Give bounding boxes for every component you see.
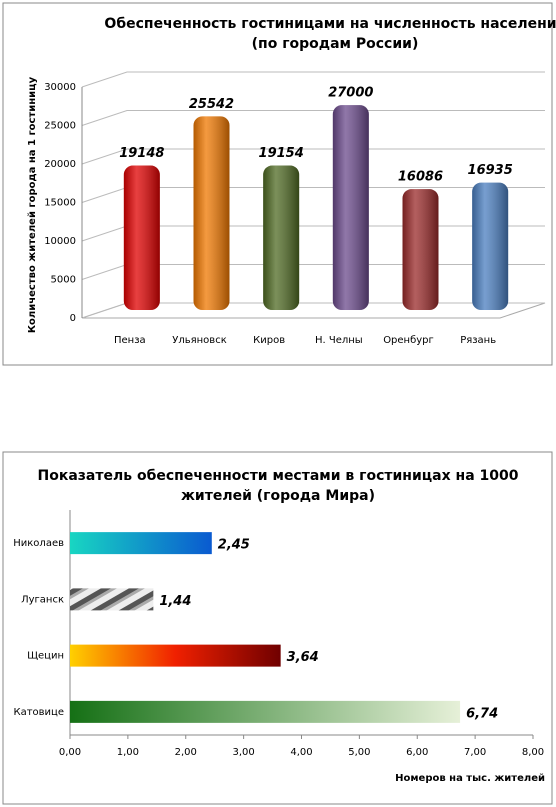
y-tick-label: Луганск xyxy=(21,594,64,605)
x-tick-label: 2,00 xyxy=(175,747,197,758)
bar xyxy=(70,644,281,667)
y-tick-label: Катовице xyxy=(13,707,64,718)
grid-line xyxy=(81,110,545,126)
bar-shade xyxy=(402,189,439,310)
x-tick-label: Пенза xyxy=(114,335,146,346)
x-tick-label: Ульяновск xyxy=(172,335,226,346)
value-label: 1,44 xyxy=(159,594,191,609)
x-tick-label: 8,00 xyxy=(522,747,544,758)
y-tick-label: 15000 xyxy=(44,198,76,209)
y-tick-label: 10000 xyxy=(44,236,76,247)
bar xyxy=(70,700,461,723)
x-axis-title: Номеров на тыс. жителей xyxy=(395,773,545,784)
x-tick-label: 4,00 xyxy=(290,747,312,758)
value-label: 16935 xyxy=(468,163,513,178)
x-tick-label: 1,00 xyxy=(117,747,139,758)
bar-shade xyxy=(472,182,509,310)
x-tick-label: 6,00 xyxy=(406,747,428,758)
value-label: 2,45 xyxy=(218,538,250,553)
x-tick-label: Оренбург xyxy=(383,335,434,346)
value-label: 27000 xyxy=(328,86,373,101)
bar xyxy=(70,588,154,611)
value-label: 6,74 xyxy=(466,706,498,721)
bar-shade xyxy=(332,105,369,310)
grid-line xyxy=(81,148,545,165)
bar-shade xyxy=(263,165,300,310)
y-tick-label: 20000 xyxy=(44,159,76,170)
grid-line xyxy=(81,71,545,88)
y-tick-label: Николаев xyxy=(13,538,64,549)
value-label: 16086 xyxy=(398,170,443,185)
y-tick-label: Щецин xyxy=(27,651,64,662)
chart-frame xyxy=(2,451,553,805)
y-tick-label: 5000 xyxy=(51,275,76,286)
x-tick-label: 5,00 xyxy=(348,747,370,758)
bar xyxy=(70,532,212,555)
x-tick-label: 3,00 xyxy=(232,747,254,758)
x-tick-label: Н. Челны xyxy=(315,335,363,346)
y-tick-label: 25000 xyxy=(44,121,76,132)
y-axis-title: Количество жителей города на 1 гостиницу xyxy=(27,76,38,333)
x-tick-label: Киров xyxy=(253,335,285,346)
value-label: 19148 xyxy=(119,146,164,161)
value-label: 3,64 xyxy=(287,650,319,665)
value-label: 19154 xyxy=(259,146,304,161)
x-tick-label: 0,00 xyxy=(59,747,81,758)
chart-title: Показатель обеспеченности местами в гост… xyxy=(37,468,519,504)
value-label: 25542 xyxy=(189,97,234,112)
y-tick-label: 0 xyxy=(70,313,76,324)
x-tick-label: Рязань xyxy=(460,335,496,346)
x-tick-label: 7,00 xyxy=(464,747,486,758)
chart-title: Обеспеченность гостиницами на численност… xyxy=(104,16,556,52)
bar-shade xyxy=(193,116,230,310)
bar-shade xyxy=(123,165,160,310)
y-tick-label: 30000 xyxy=(44,82,76,93)
